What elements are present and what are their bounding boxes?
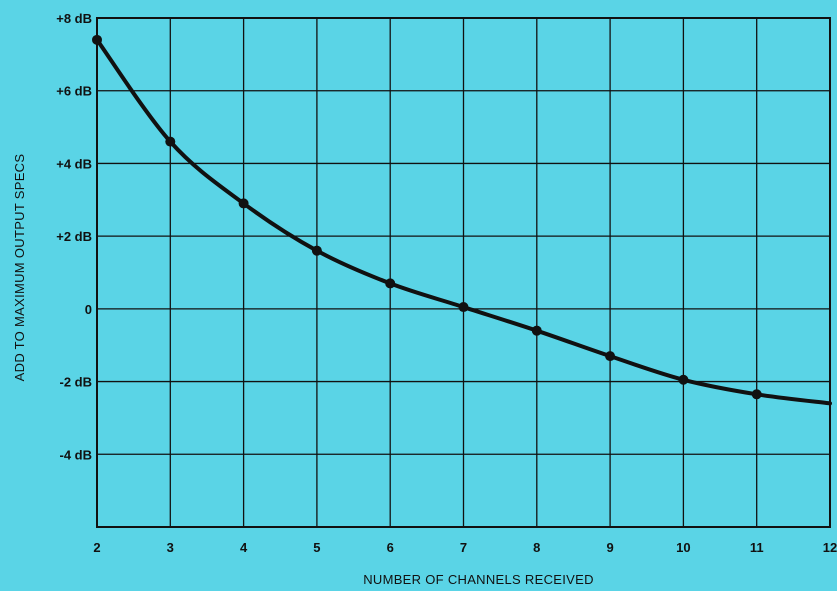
x-tick-label: 8 <box>533 540 540 555</box>
x-tick-label: 12 <box>823 540 837 555</box>
y-axis-label: ADD TO MAXIMUM OUTPUT SPECS <box>12 154 27 382</box>
data-points <box>92 34 762 400</box>
data-point-x5 <box>311 245 322 256</box>
data-point-x11 <box>751 389 762 400</box>
x-axis-label: NUMBER OF CHANNELS RECEIVED <box>363 572 594 587</box>
y-tick-label: 0 <box>85 302 92 317</box>
data-point-x4 <box>238 198 249 209</box>
series-line <box>95 37 832 406</box>
y-tick-label: +4 dB <box>56 156 92 171</box>
data-point-x8 <box>531 325 542 336</box>
x-tick-label: 7 <box>460 540 467 555</box>
plot-border <box>96 17 831 528</box>
data-point-x10 <box>678 374 689 385</box>
y-tick-label: +8 dB <box>56 11 92 26</box>
x-tick-label: 3 <box>167 540 174 555</box>
x-tick-label: 5 <box>313 540 320 555</box>
y-tick-label: +6 dB <box>56 84 92 99</box>
plot-frame <box>96 17 831 528</box>
y-tick-labels: +8 dB +6 dB +4 dB +2 dB 0 -2 dB -4 dB <box>56 11 92 462</box>
y-tick-label: +2 dB <box>56 229 92 244</box>
x-tick-label: 9 <box>606 540 613 555</box>
x-tick-label: 6 <box>387 540 394 555</box>
x-tick-label: 11 <box>750 540 764 555</box>
y-tick-label: -2 dB <box>60 375 93 390</box>
data-point-x7 <box>458 302 469 313</box>
x-tick-labels: 2 3 4 5 6 7 8 9 10 11 12 <box>93 540 837 555</box>
data-point-x3 <box>165 136 176 147</box>
data-point-x6 <box>385 278 396 289</box>
data-point-x9 <box>605 351 616 362</box>
x-tick-label: 2 <box>93 540 100 555</box>
data-point-x2 <box>92 34 102 45</box>
x-tick-label: 4 <box>240 540 248 555</box>
x-tick-label: 10 <box>676 540 690 555</box>
y-tick-label: -4 dB <box>60 447 93 462</box>
